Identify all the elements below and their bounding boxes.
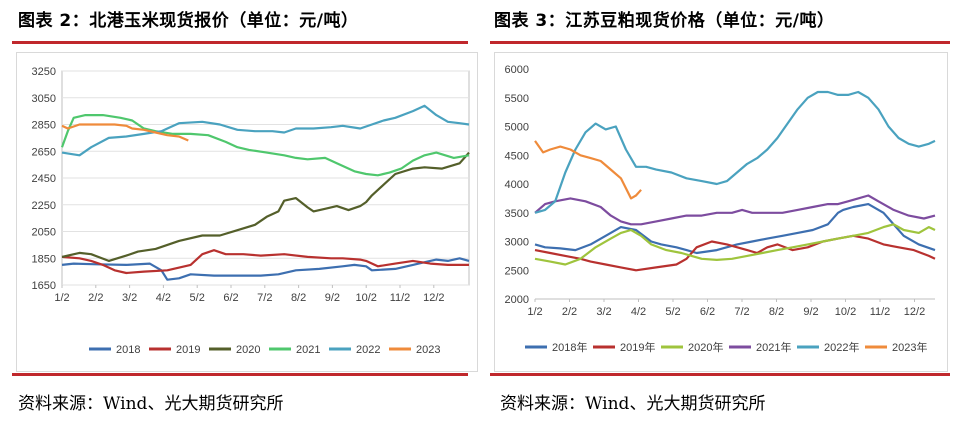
y-tick-label: 3000 [505,237,529,249]
series-line-2023 [61,123,189,142]
series-line-2021 [60,113,470,177]
series-line-2018年 [534,203,936,255]
y-tick-label: 2650 [32,146,56,158]
right-chart-panel: 2000 2500 3000 3500 4000 4500 5000 5500 6000 1/2 2… [494,52,948,372]
y-tick-label: 6000 [505,64,529,76]
right-chart: 2000 2500 3000 3500 4000 4500 5000 5500 6000 1/2 2… [505,64,936,354]
y-tick-label: 2250 [32,200,56,212]
legend-label-2021年: 2021年 [756,340,791,354]
x-tick-label: 9/2 [803,306,818,318]
y-tick-label: 4500 [505,150,529,162]
x-tick-label: 11/2 [870,306,891,318]
x-tick-label: 4/2 [156,292,171,304]
y-tick-label: 2050 [32,227,56,239]
x-tick-label: 7/2 [257,292,272,304]
left-figure-title: 图表 2：北港玉米现货报价（单位：元/吨） [18,11,359,31]
series-line-2020年 [534,223,936,266]
x-tick-label: 9/2 [325,292,340,304]
y-tick-label: 5000 [505,122,529,134]
x-tick-label: 8/2 [291,292,306,304]
series-line-2021年 [534,194,936,226]
y-tick-label: 3050 [32,93,56,105]
right-figure-title: 图表 3：江苏豆粕现货价格（单位：元/吨） [494,11,835,31]
series-line-2020 [61,151,470,262]
series-line-2023年 [534,140,642,200]
legend-label-2023: 2023 [416,344,440,356]
x-tick-label: 4/2 [631,306,646,318]
x-tick-label: 10/2 [835,306,856,318]
legend-label-2021: 2021 [296,344,320,356]
series-line-2022年 [534,90,936,214]
left-source-note: 资料来源：Wind、光大期货研究所 [18,394,284,414]
x-tick-label: 7/2 [734,306,749,318]
left-chart: 1650 1850 2050 2250 2450 2650 2850 3050 3250 1/2 2… [32,66,470,356]
y-tick-label: 1650 [32,280,56,292]
x-tick-label: 5/2 [190,292,205,304]
x-tick-label: 8/2 [769,306,784,318]
x-tick-label: 11/2 [390,292,411,304]
x-tick-label: 3/2 [122,292,137,304]
series-line-2018 [61,257,470,281]
legend-label-2023年: 2023年 [892,340,927,354]
x-tick-label: 1/2 [54,292,69,304]
x-tick-label: 3/2 [596,306,611,318]
left-bottom-rule [12,373,468,376]
x-tick-label: 5/2 [665,306,680,318]
series-line-2022 [61,104,470,157]
y-tick-label: 2500 [505,265,529,277]
y-tick-label: 2450 [32,173,56,185]
x-tick-label: 12/2 [423,292,444,304]
legend-label-2018: 2018 [116,344,140,356]
right-source-note: 资料来源：Wind、光大期货研究所 [500,394,766,414]
legend-label-2020: 2020 [236,344,260,356]
legend-label-2022: 2022 [356,344,380,356]
left-title-rule [12,41,468,44]
x-tick-label: 10/2 [355,292,376,304]
x-tick-label: 1/2 [527,306,542,318]
x-tick-label: 12/2 [904,306,925,318]
legend-label-2019年: 2019年 [620,340,655,354]
legend-label-2018年: 2018年 [552,340,587,354]
legend-label-2019: 2019 [176,344,200,356]
x-tick-label: 6/2 [223,292,238,304]
left-chart-panel: 1650 1850 2050 2250 2450 2650 2850 3050 3250 1/2 2… [16,52,478,372]
y-tick-label: 2000 [505,294,529,306]
x-tick-label: 2/2 [88,292,103,304]
y-tick-label: 4000 [505,179,529,191]
x-tick-label: 6/2 [700,306,715,318]
y-tick-label: 3250 [32,66,56,78]
right-bottom-rule [490,373,950,376]
legend-label-2022年: 2022年 [824,340,859,354]
y-tick-label: 3500 [505,208,529,220]
legend-label-2020年: 2020年 [688,340,723,354]
right-title-rule [490,41,950,44]
series-line-2019年 [534,234,936,272]
y-tick-label: 2850 [32,120,56,132]
series-line-2019 [61,249,469,275]
y-tick-label: 5500 [505,93,529,105]
x-tick-label: 2/2 [562,306,577,318]
y-tick-label: 1850 [32,253,56,265]
